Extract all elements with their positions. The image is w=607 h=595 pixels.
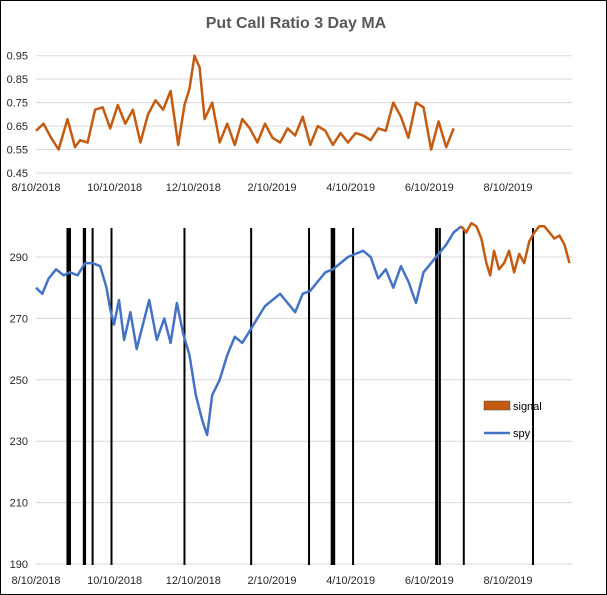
bottom-y-tick-label: 210	[10, 498, 28, 510]
bottom-y-tick-label: 230	[10, 436, 28, 448]
legend-spy-label: spy	[513, 428, 531, 440]
top-x-tick-label: 8/10/2018	[12, 182, 61, 194]
bottom-x-tick-label: 6/10/2019	[405, 575, 454, 587]
bottom-x-tick-labels: 8/10/2018 10/10/2018 12/10/2018 2/10/2019 4/…	[12, 575, 533, 587]
bottom-x-tick-label: 4/10/2019	[326, 575, 375, 587]
legend-signal-swatch	[483, 400, 511, 411]
top-y-tick-label: 0.85	[7, 74, 28, 86]
legend: signal spy	[483, 400, 542, 440]
top-x-tick-label: 8/10/2019	[484, 182, 533, 194]
signal-lines	[66, 228, 534, 565]
top-y-tick-label: 0.45	[7, 168, 28, 180]
bottom-x-tick-label: 8/10/2018	[12, 575, 61, 587]
spy-series-line	[35, 225, 463, 437]
top-y-tick-label: 0.65	[7, 121, 28, 133]
top-gridlines	[36, 55, 572, 174]
bottom-series	[35, 221, 571, 437]
top-x-tick-label: 4/10/2019	[326, 182, 375, 194]
bottom-x-tick-label: 10/10/2018	[87, 575, 142, 587]
bottom-y-tick-label: 250	[10, 375, 28, 387]
top-y-tick-label: 0.75	[7, 98, 28, 110]
bottom-x-tick-label: 8/10/2019	[484, 575, 533, 587]
bottom-x-tick-label: 2/10/2019	[248, 575, 297, 587]
top-x-tick-labels: 8/10/2018 10/10/2018 12/10/2018 2/10/2019 4/…	[12, 182, 533, 194]
top-x-tick-label: 2/10/2019	[248, 182, 297, 194]
bottom-y-tick-label: 270	[10, 313, 28, 325]
top-x-tick-label: 10/10/2018	[87, 182, 142, 194]
bottom-gridlines	[36, 256, 572, 565]
bottom-y-tick-label: 190	[10, 559, 28, 571]
top-series	[35, 54, 455, 151]
top-x-tick-label: 12/10/2018	[166, 182, 221, 194]
bottom-y-tick-labels: 190 210 230 250 270 290	[10, 252, 28, 571]
top-x-tick-label: 6/10/2019	[405, 182, 454, 194]
top-y-tick-label: 0.95	[7, 51, 28, 63]
signal-series-line	[460, 221, 571, 277]
top-y-tick-label: 0.55	[7, 145, 28, 157]
chart-title: Put Call Ratio 3 Day MA	[206, 15, 387, 32]
legend-signal-label: signal	[513, 401, 542, 413]
put-call-ratio-line	[35, 54, 455, 151]
bottom-x-tick-label: 12/10/2018	[166, 575, 221, 587]
bottom-y-tick-label: 290	[10, 252, 28, 264]
top-y-tick-labels: 0.45 0.55 0.65 0.75 0.85 0.95	[7, 51, 28, 180]
